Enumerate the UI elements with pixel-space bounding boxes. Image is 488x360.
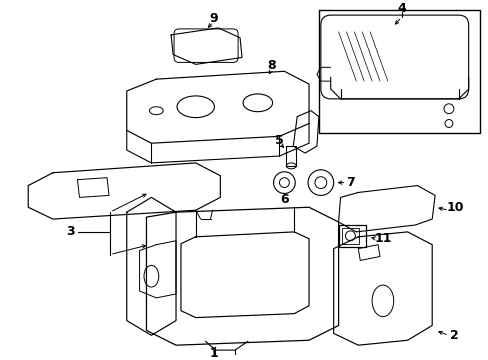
Text: 10: 10	[445, 201, 463, 214]
Bar	[341, 228, 359, 244]
Text: 1: 1	[209, 347, 217, 360]
Text: 11: 11	[373, 232, 391, 245]
Text: 8: 8	[267, 59, 275, 72]
Text: 9: 9	[209, 12, 217, 24]
Text: 2: 2	[449, 329, 458, 342]
FancyBboxPatch shape	[174, 29, 238, 62]
Text: 5: 5	[275, 134, 283, 147]
Text: 4: 4	[396, 2, 405, 15]
Text: 3: 3	[66, 225, 75, 238]
Bar	[338, 225, 366, 247]
Text: 7: 7	[346, 176, 354, 189]
FancyBboxPatch shape	[320, 15, 468, 99]
Text: 6: 6	[280, 193, 288, 206]
